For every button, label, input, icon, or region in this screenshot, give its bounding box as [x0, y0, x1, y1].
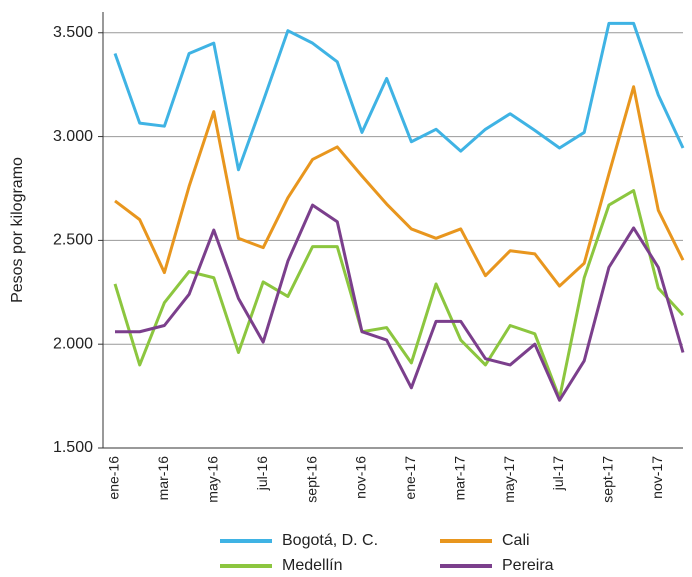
- x-tick-label: mar-17: [451, 456, 467, 501]
- x-tick-label: ene-17: [402, 456, 418, 500]
- x-tick-label: nov-16: [353, 456, 369, 499]
- series-line: [115, 203, 685, 402]
- legend-label: Medellín: [282, 557, 342, 574]
- x-tick-label: nov-17: [649, 456, 665, 499]
- y-tick-label: 3.500: [53, 24, 93, 41]
- x-tick-label: jul-17: [550, 456, 566, 491]
- x-tick-label: may-17: [501, 456, 517, 503]
- y-tick-label: 2.000: [53, 335, 93, 352]
- x-tick-label: jul-16: [254, 456, 270, 491]
- x-tick-label: may-16: [204, 456, 220, 503]
- x-tick-label: sept-17: [600, 456, 616, 503]
- y-tick-label: 2.500: [53, 232, 93, 249]
- x-tick-label: ene-16: [106, 456, 122, 500]
- series-line: [113, 21, 685, 172]
- legend-label: Cali: [502, 532, 530, 549]
- y-axis-label: Pesos por kilogramo: [9, 157, 26, 303]
- y-tick-label: 3.000: [53, 128, 93, 145]
- series-line: [114, 85, 685, 288]
- x-tick-label: mar-16: [155, 456, 171, 501]
- x-tick-label: sept-16: [303, 456, 319, 503]
- legend-label: Pereira: [502, 557, 554, 574]
- series-line: [113, 189, 685, 400]
- y-tick-label: 1.500: [53, 439, 93, 456]
- legend-label: Bogotá, D. C.: [282, 532, 378, 549]
